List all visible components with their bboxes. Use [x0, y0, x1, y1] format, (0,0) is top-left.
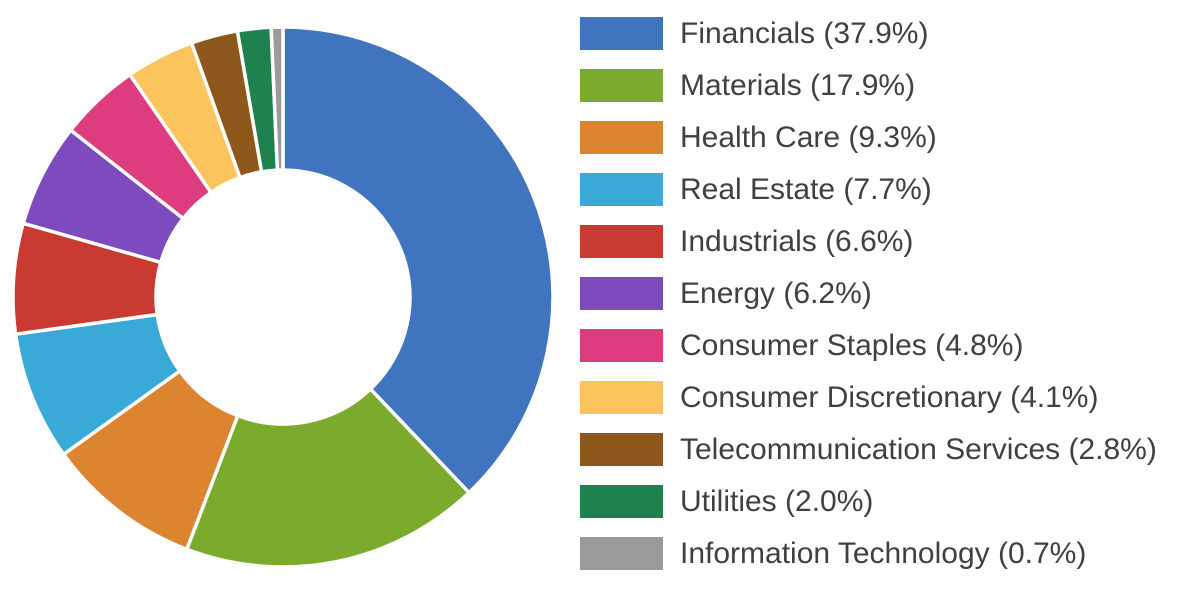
legend-swatch — [580, 121, 663, 154]
legend-label: Financials (37.9%) — [680, 17, 929, 50]
legend-swatch — [580, 277, 663, 310]
legend-label: Energy (6.2%) — [680, 277, 872, 310]
legend-label: Telecommunication Services (2.8%) — [680, 433, 1157, 466]
legend-item-financials[interactable]: Financials (37.9%) — [580, 17, 1157, 50]
legend-label: Health Care (9.3%) — [680, 121, 937, 154]
legend-swatch — [580, 485, 663, 518]
chart-legend: Financials (37.9%) Materials (17.9%) Healt… — [580, 17, 1157, 570]
legend-item-telecommunication-services[interactable]: Telecommunication Services (2.8%) — [580, 433, 1157, 466]
legend-swatch — [580, 173, 663, 206]
legend-item-utilities[interactable]: Utilities (2.0%) — [580, 485, 1157, 518]
legend-item-consumer-discretionary[interactable]: Consumer Discretionary (4.1%) — [580, 381, 1157, 414]
legend-item-industrials[interactable]: Industrials (6.6%) — [580, 225, 1157, 258]
legend-label: Materials (17.9%) — [680, 69, 916, 102]
legend-item-health-care[interactable]: Health Care (9.3%) — [580, 121, 1157, 154]
legend-item-consumer-staples[interactable]: Consumer Staples (4.8%) — [580, 329, 1157, 362]
legend-swatch — [580, 17, 663, 50]
legend-label: Information Technology (0.7%) — [680, 537, 1087, 570]
legend-label: Consumer Discretionary (4.1%) — [680, 381, 1099, 414]
legend-swatch — [580, 225, 663, 258]
pie-slice-information-technology[interactable] — [269, 25, 285, 172]
pie-slice-financials[interactable] — [281, 25, 555, 495]
legend-label: Consumer Staples (4.8%) — [680, 329, 1024, 362]
legend-label: Industrials (6.6%) — [680, 225, 914, 258]
legend-swatch — [580, 433, 663, 466]
legend-item-real-estate[interactable]: Real Estate (7.7%) — [580, 173, 1157, 206]
legend-swatch — [580, 537, 663, 570]
pie-slice-materials[interactable] — [185, 387, 471, 569]
legend-item-materials[interactable]: Materials (17.9%) — [580, 69, 1157, 102]
legend-swatch — [580, 329, 663, 362]
legend-swatch — [580, 381, 663, 414]
legend-item-information-technology[interactable]: Information Technology (0.7%) — [580, 537, 1157, 570]
legend-swatch — [580, 69, 663, 102]
legend-label: Utilities (2.0%) — [680, 485, 874, 518]
donut-chart — [11, 25, 555, 569]
legend-label: Real Estate (7.7%) — [680, 173, 932, 206]
legend-item-energy[interactable]: Energy (6.2%) — [580, 277, 1157, 310]
